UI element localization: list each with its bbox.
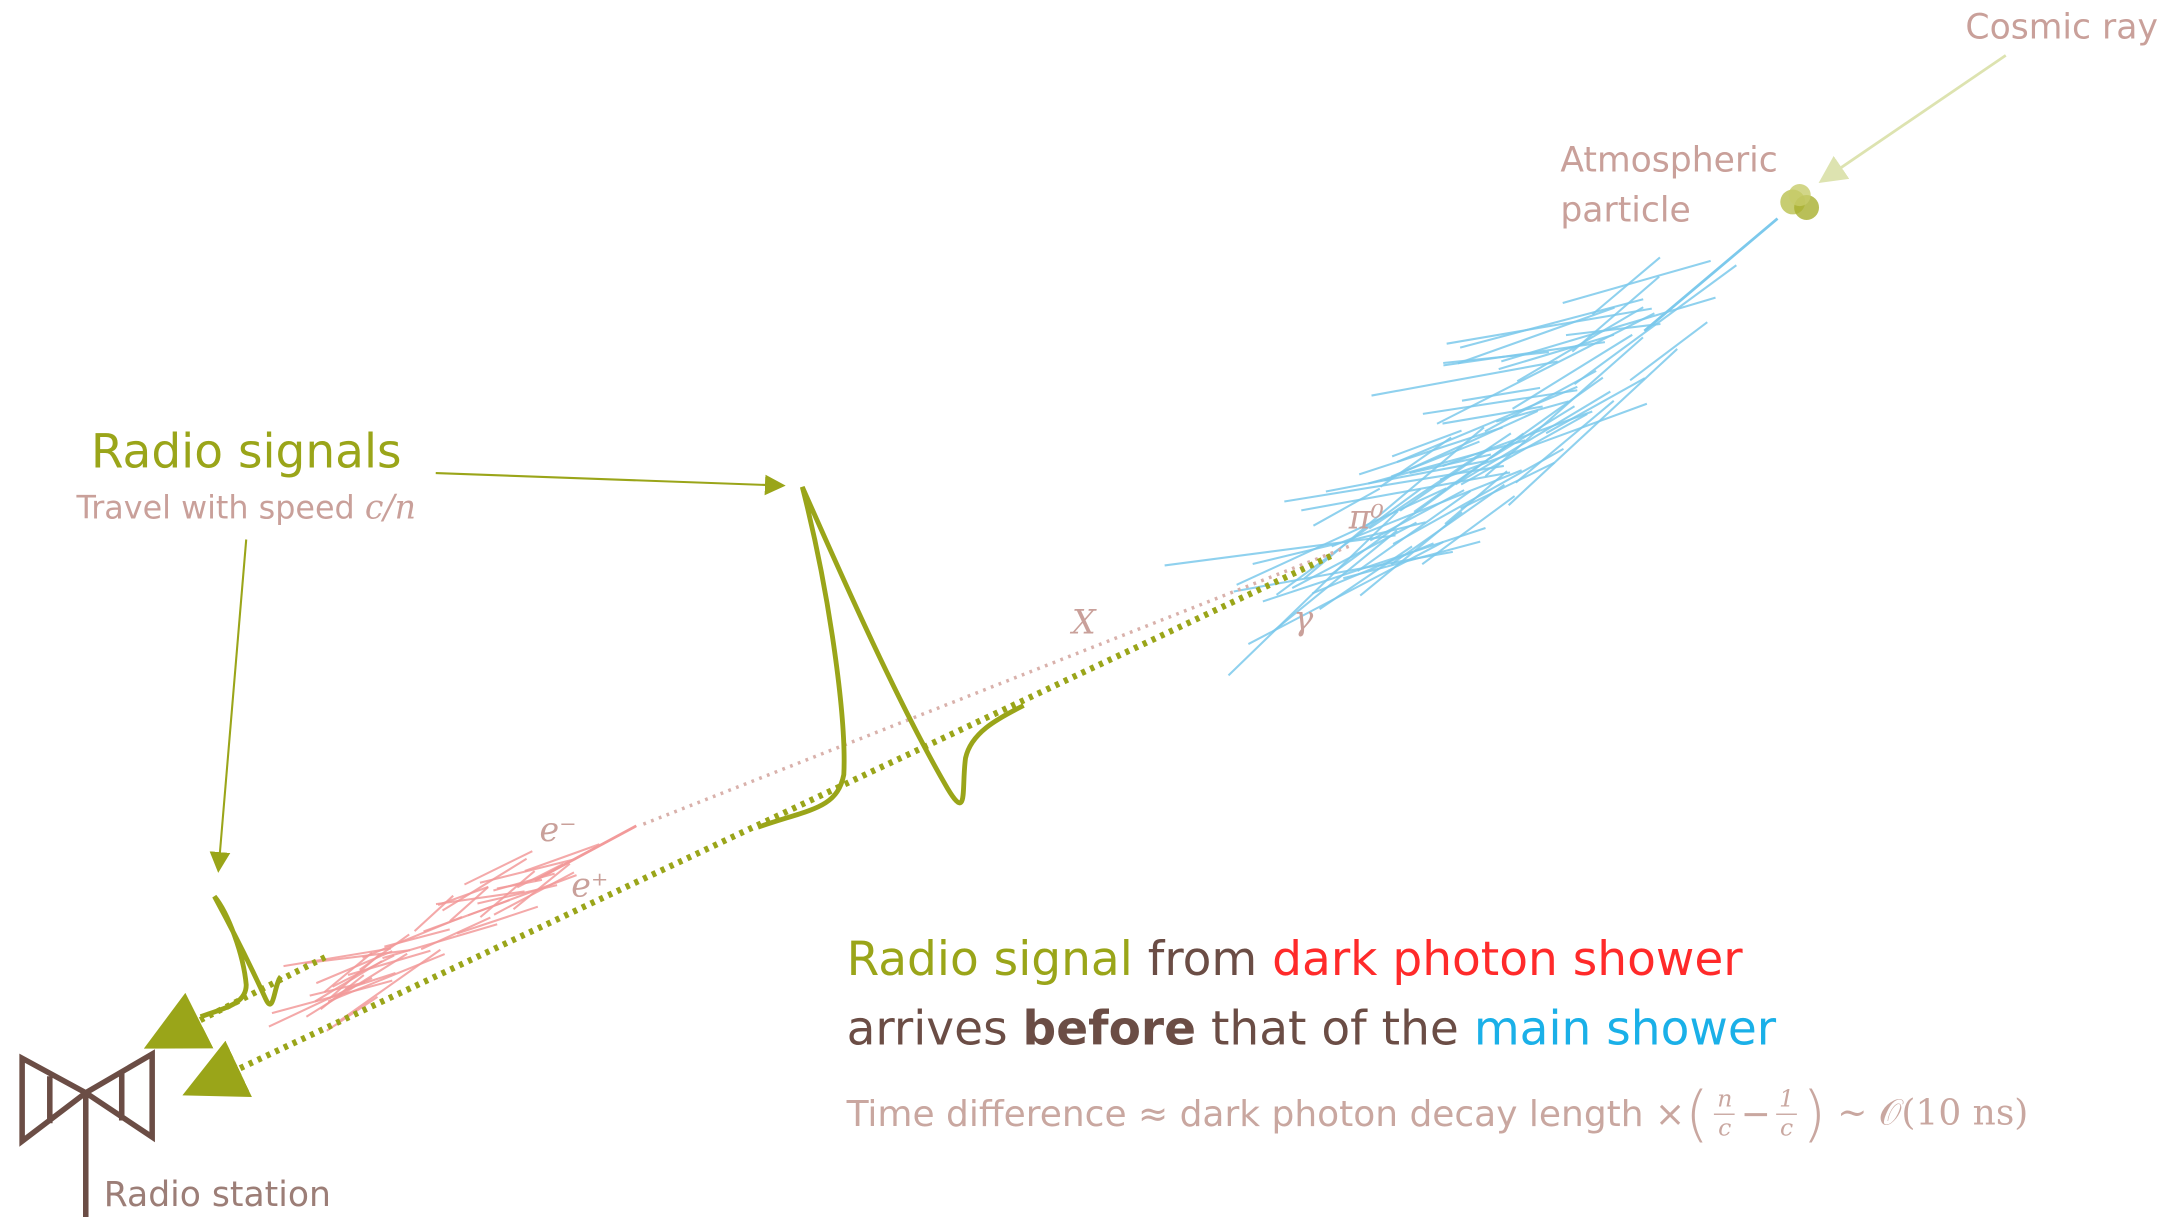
shower-branch bbox=[1443, 352, 1549, 363]
minus: − bbox=[1741, 1093, 1771, 1134]
stage: Cosmic ray Atmospheric particle π⁰ γ X e… bbox=[0, 0, 2169, 1217]
caption-word: that of the bbox=[1211, 1002, 1459, 1057]
shower-branch bbox=[457, 907, 538, 934]
fraction: nc bbox=[1714, 1086, 1735, 1143]
num: 1 bbox=[1776, 1086, 1797, 1115]
atmospheric-particle bbox=[1780, 184, 1819, 220]
gamma-label: γ bbox=[1293, 598, 1313, 637]
caption-word: Radio signal bbox=[847, 932, 1133, 987]
pi0-label: π⁰ bbox=[1348, 497, 1384, 536]
caption-word: dark photon shower bbox=[1272, 932, 1742, 987]
paren: ( bbox=[1685, 1079, 1709, 1150]
num: n bbox=[1714, 1086, 1735, 1115]
radio-signals-title: Radio signals bbox=[91, 425, 402, 480]
shower-branch bbox=[327, 997, 378, 1031]
shower-branch bbox=[1630, 322, 1707, 380]
main-radio-pulse bbox=[758, 487, 1024, 827]
caption-word: main shower bbox=[1474, 1002, 1776, 1057]
caption-line: Radio signal from dark photon shower bbox=[847, 932, 1743, 987]
shower-branch bbox=[513, 864, 569, 909]
x-label: X bbox=[1069, 603, 1097, 642]
dark-radio-pulse bbox=[201, 896, 281, 1016]
den: c bbox=[1780, 1115, 1793, 1143]
den: c bbox=[1718, 1115, 1731, 1143]
shower-branch bbox=[464, 851, 532, 884]
dark-photon-shower bbox=[269, 826, 636, 1031]
caption-word: from bbox=[1148, 932, 1257, 987]
signal-pointer bbox=[436, 473, 782, 485]
e-minus-label: e⁻ bbox=[539, 810, 576, 849]
caption-word: before bbox=[1023, 1002, 1196, 1057]
formula: Time difference ≈ dark photon decay leng… bbox=[847, 1079, 2029, 1150]
e-plus-label: e⁺ bbox=[571, 865, 608, 904]
formula-lhs: Time difference ≈ dark photon decay leng… bbox=[847, 1093, 1686, 1134]
page: Cosmic ray Atmospheric particle π⁰ γ X e… bbox=[0, 0, 2169, 1216]
caption-word: arrives bbox=[847, 1002, 1008, 1057]
radio-signals-subtitle: Travel with speed c/n bbox=[75, 488, 416, 527]
signal-pointer bbox=[219, 539, 247, 868]
x-path bbox=[639, 546, 1349, 825]
cosmic-ray-label: Cosmic ray bbox=[1965, 8, 2157, 48]
cosmic-ray-arrow bbox=[1823, 55, 2006, 179]
caption-line: arrives before that of the main shower bbox=[847, 1002, 1777, 1057]
main-shower bbox=[1165, 219, 1778, 676]
radio-station-label: Radio station bbox=[104, 1175, 331, 1215]
subtitle-text: Travel with speed bbox=[75, 489, 354, 527]
atmospheric-label: Atmospheric bbox=[1560, 141, 1777, 181]
shower-branch bbox=[477, 885, 557, 903]
speed: c/n bbox=[365, 488, 416, 527]
atmospheric-label: particle bbox=[1560, 190, 1690, 230]
formula-rhs: ~ 𝒪(10 ns) bbox=[1837, 1093, 2028, 1136]
shower-branch bbox=[328, 954, 445, 1001]
paren: ) bbox=[1802, 1079, 1826, 1150]
